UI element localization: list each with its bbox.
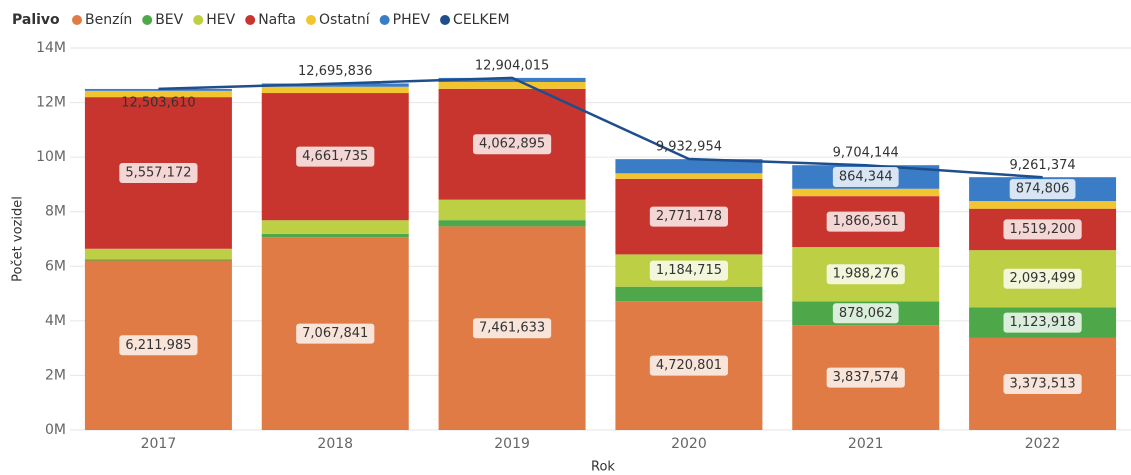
legend-marker [379,15,390,25]
bar-segment [261,233,409,238]
bar-segment [261,83,409,87]
y-tick-label: 6M [45,258,66,274]
bar-segment [792,188,940,197]
data-label: 4,720,801 [656,358,722,373]
data-label: 6,211,985 [125,338,191,353]
legend-title: Palivo [12,12,60,28]
legend-label: PHEV [393,12,431,28]
bar-segment [438,81,586,89]
data-label-box [472,318,552,339]
data-label: 9,261,374 [1009,158,1075,173]
data-label: 12,503,610 [121,95,195,110]
legend-marker [440,15,451,25]
legend-marker [306,15,316,25]
data-label: 1,988,276 [833,267,899,282]
bar-segment [615,159,763,174]
data-label: 1,184,715 [656,263,722,278]
data-label-box [826,211,905,232]
legend-marker [245,15,256,25]
x-axis-label: Rok [591,460,615,475]
x-tick-label: 2022 [1025,436,1061,452]
data-label-box [119,162,198,183]
data-label: 9,704,144 [833,146,899,161]
legend-marker [142,15,153,25]
data-label: 874,806 [1016,182,1070,197]
bar-segment [969,201,1117,209]
data-label: 3,373,513 [1009,376,1075,391]
data-label-box [119,335,198,356]
data-label-box [649,260,729,281]
data-label: 1,519,200 [1009,222,1075,237]
x-tick-label: 2020 [671,436,707,452]
bar-segment [615,173,763,179]
data-label: 2,771,178 [656,209,722,224]
data-label: 9,932,954 [656,139,722,154]
data-label: 7,461,633 [479,321,545,336]
data-label: 1,866,561 [833,214,899,229]
legend-label: BEV [155,12,183,28]
x-tick-label: 2017 [141,436,177,452]
y-tick-label: 2M [45,367,66,383]
data-label: 7,067,841 [302,326,368,341]
legend-label: CELKEM [453,12,510,28]
x-tick-label: 2018 [317,436,353,452]
data-label: 864,344 [839,169,893,184]
y-tick-label: 4M [45,313,66,329]
data-label-box [1003,268,1082,289]
data-label-box [296,323,375,344]
bar-segment [84,88,232,91]
data-label-box [1003,373,1082,394]
data-label-box [472,134,552,155]
data-label-box [649,206,729,227]
data-label-box [826,367,905,388]
data-label: 1,123,918 [1009,315,1075,330]
bar-segment [84,90,232,98]
bar-segment [438,77,586,82]
data-label: 12,904,015 [475,58,549,73]
legend-marker [72,15,82,25]
data-label: 4,661,735 [302,149,368,164]
bar-segment [261,86,409,94]
bar-segment [438,199,586,221]
data-label-box [649,355,729,376]
data-label: 878,062 [839,306,893,321]
legend-label: HEV [206,12,235,28]
bar-segment [261,220,409,234]
data-label-box [296,146,375,167]
bar-segment [84,248,232,260]
data-label-box [832,166,899,187]
data-label-box [826,264,905,285]
data-label-box [1003,312,1082,333]
data-label-box [1003,219,1082,240]
data-label: 4,062,895 [479,137,545,152]
legend-marker [193,15,204,25]
data-label: 12,695,836 [298,64,372,79]
y-axis-label: Počet vozidel [11,196,26,282]
y-tick-label: 12M [36,95,66,111]
legend-label: Nafta [258,12,296,28]
data-label-box [832,303,899,324]
y-tick-label: 0M [45,422,66,438]
y-tick-label: 14M [36,40,66,56]
legend-label: Ostatní [319,12,371,28]
x-tick-label: 2019 [494,436,530,452]
y-tick-label: 10M [36,149,66,165]
legend-label: Benzín [85,12,132,28]
y-tick-label: 8M [45,204,66,220]
data-label: 2,093,499 [1009,271,1075,286]
bar-segment [438,220,586,227]
data-label-box [1009,179,1076,200]
data-label: 3,837,574 [833,370,899,385]
data-label: 5,557,172 [125,165,191,180]
x-tick-label: 2021 [848,436,884,452]
bar-segment [615,286,763,302]
bar-segment [84,259,232,261]
